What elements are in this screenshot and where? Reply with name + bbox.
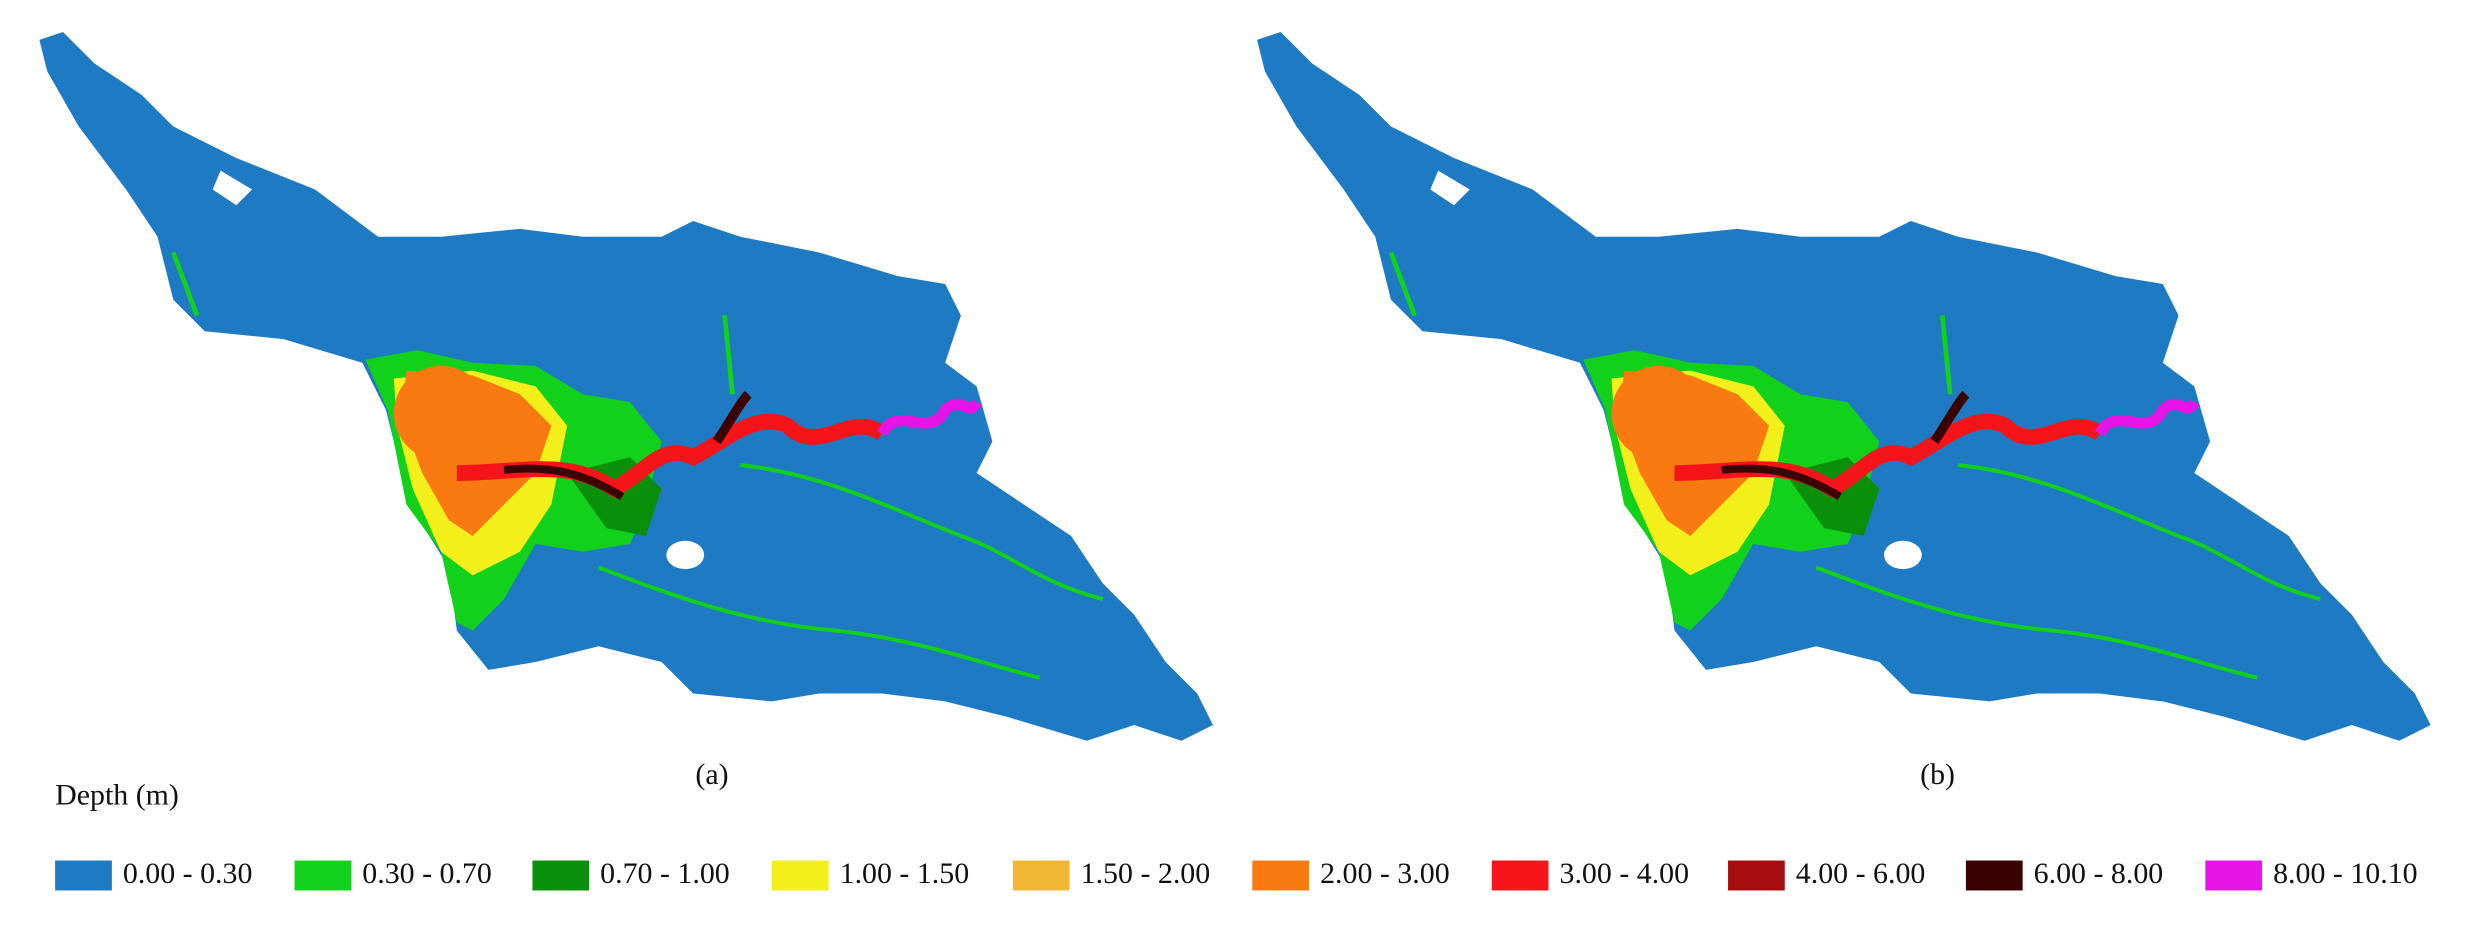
map-panel-a [39, 32, 1213, 741]
legend-swatch [1012, 860, 1070, 891]
panel-label: (b) [1920, 758, 1955, 791]
legend-label: 1.50 - 2.00 [1081, 857, 1211, 890]
legend: 0.00 - 0.30 0.30 - 0.70 0.70 - 1.00 1.00 - … [55, 857, 2418, 891]
legend-label: 2.00 - 3.00 [1320, 857, 1450, 890]
legend-swatch [1965, 860, 2023, 891]
legend-label: 3.00 - 4.00 [1560, 857, 1690, 890]
legend-swatch [1728, 860, 1785, 891]
legend-swatch [2205, 860, 2263, 891]
legend-label: 0.00 - 0.30 [123, 857, 253, 890]
legend-swatch [1252, 860, 1310, 891]
legend-swatch [1491, 860, 1549, 891]
legend-swatch [532, 860, 590, 891]
legend-label: 0.30 - 0.70 [362, 857, 492, 890]
map-panel-b [1257, 32, 2431, 741]
legend-swatch [55, 860, 112, 891]
legend-label: 4.00 - 6.00 [1796, 857, 1926, 890]
legend-label: 8.00 - 10.10 [2273, 857, 2418, 890]
panel-label: (a) [695, 758, 728, 791]
legend-title: Depth (m) [55, 778, 179, 811]
legend-swatch [294, 860, 352, 891]
legend-swatch [771, 860, 829, 891]
legend-label: 0.70 - 1.00 [600, 857, 730, 890]
legend-label: 6.00 - 8.00 [2034, 857, 2164, 890]
legend-label: 1.00 - 1.50 [840, 857, 970, 890]
